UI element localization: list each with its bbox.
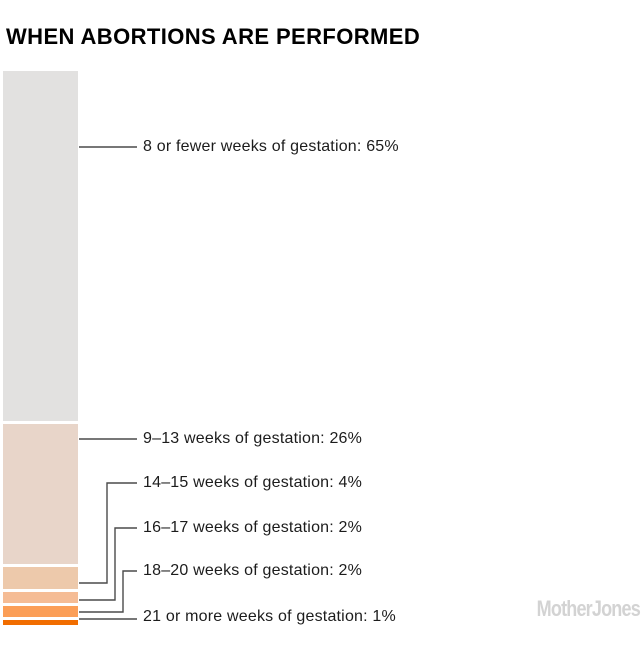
bar-segment-4 bbox=[3, 592, 78, 603]
bar-segment-2 bbox=[3, 424, 78, 565]
connector-16-17-weeks bbox=[79, 527, 137, 601]
chart-title: WHEN ABORTIONS ARE PERFORMED bbox=[6, 24, 421, 49]
stacked-bar bbox=[3, 71, 78, 625]
bar-segment-1 bbox=[3, 71, 78, 422]
connector-18-20-weeks bbox=[79, 570, 137, 613]
segment-label-3: 14–15 weeks of gestation: 4% bbox=[143, 474, 363, 491]
bar-segment-6 bbox=[3, 619, 78, 625]
segment-label-5: 18–20 weeks of gestation: 2% bbox=[143, 562, 363, 579]
segment-label-6: 21 or more weeks of gestation: 1% bbox=[143, 608, 396, 625]
motherjones-logo: MotherJones bbox=[536, 596, 641, 621]
bar-segment-3 bbox=[3, 567, 78, 590]
segment-label-2: 9–13 weeks of gestation: 26% bbox=[143, 430, 363, 447]
segment-label-1: 8 or fewer weeks of gestation: 65% bbox=[143, 138, 399, 155]
segment-label-4: 16–17 weeks of gestation: 2% bbox=[143, 519, 363, 536]
connector-14-15-weeks bbox=[79, 482, 137, 584]
bar-segment-5 bbox=[3, 605, 78, 617]
